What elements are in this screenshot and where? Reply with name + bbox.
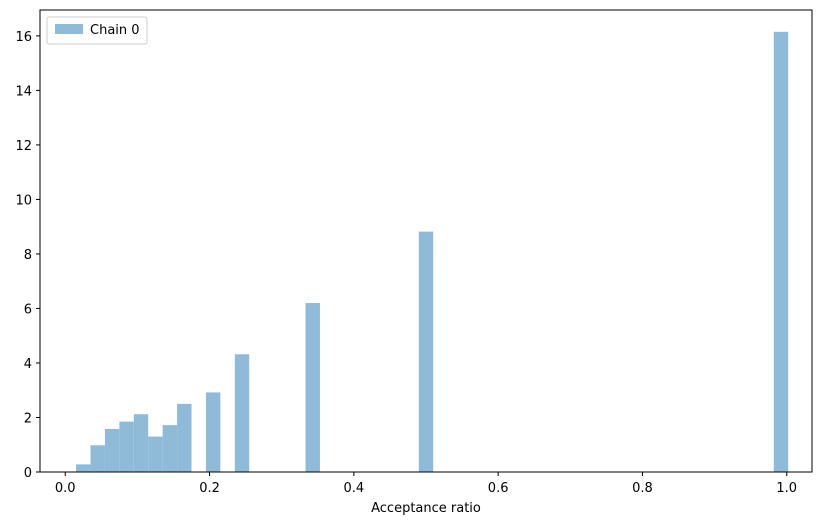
legend-label: Chain 0: [90, 23, 140, 38]
histogram-bar: [104, 428, 120, 472]
y-tick-label: 8: [24, 248, 32, 263]
x-tick-label: 1.0: [776, 481, 797, 496]
histogram-bar: [133, 414, 149, 472]
x-tick-label: 0.8: [632, 481, 653, 496]
plot-frame: [39, 9, 813, 473]
legend-swatch: [55, 24, 83, 34]
x-tick-label: 0.6: [488, 481, 509, 496]
histogram-bar: [148, 436, 163, 472]
histogram-bar: [76, 464, 91, 472]
histogram-bar: [418, 231, 434, 472]
bars-group: [76, 31, 789, 473]
y-axis-ticks: 0 2 4 6 8 10 12 14 16: [15, 30, 40, 481]
y-tick-label: 4: [24, 357, 32, 372]
histogram-bar: [234, 354, 250, 472]
histogram-bar: [119, 421, 134, 472]
y-tick-label: 16: [15, 30, 32, 45]
y-tick-label: 6: [24, 302, 32, 317]
legend-box: [46, 16, 148, 45]
y-tick-label: 0: [24, 466, 32, 481]
y-tick-label: 10: [15, 193, 32, 208]
x-tick-label: 0.0: [55, 481, 76, 496]
x-axis-ticks: 0.0 0.2 0.4 0.6 0.8 1.0: [55, 472, 797, 496]
histogram-bar: [305, 303, 320, 472]
x-tick-label: 0.4: [344, 481, 365, 496]
histogram-bar: [205, 392, 221, 472]
y-tick-label: 12: [15, 139, 32, 154]
y-tick-label: 14: [15, 84, 32, 99]
histogram-bar: [162, 425, 178, 472]
x-axis-label: Acceptance ratio: [371, 501, 481, 516]
legend: Chain 0: [46, 16, 148, 45]
histogram-bar: [90, 445, 105, 472]
y-tick-label: 2: [24, 411, 32, 426]
histogram-bar: [773, 31, 789, 473]
histogram-bar: [177, 403, 192, 472]
x-tick-label: 0.2: [199, 481, 220, 496]
